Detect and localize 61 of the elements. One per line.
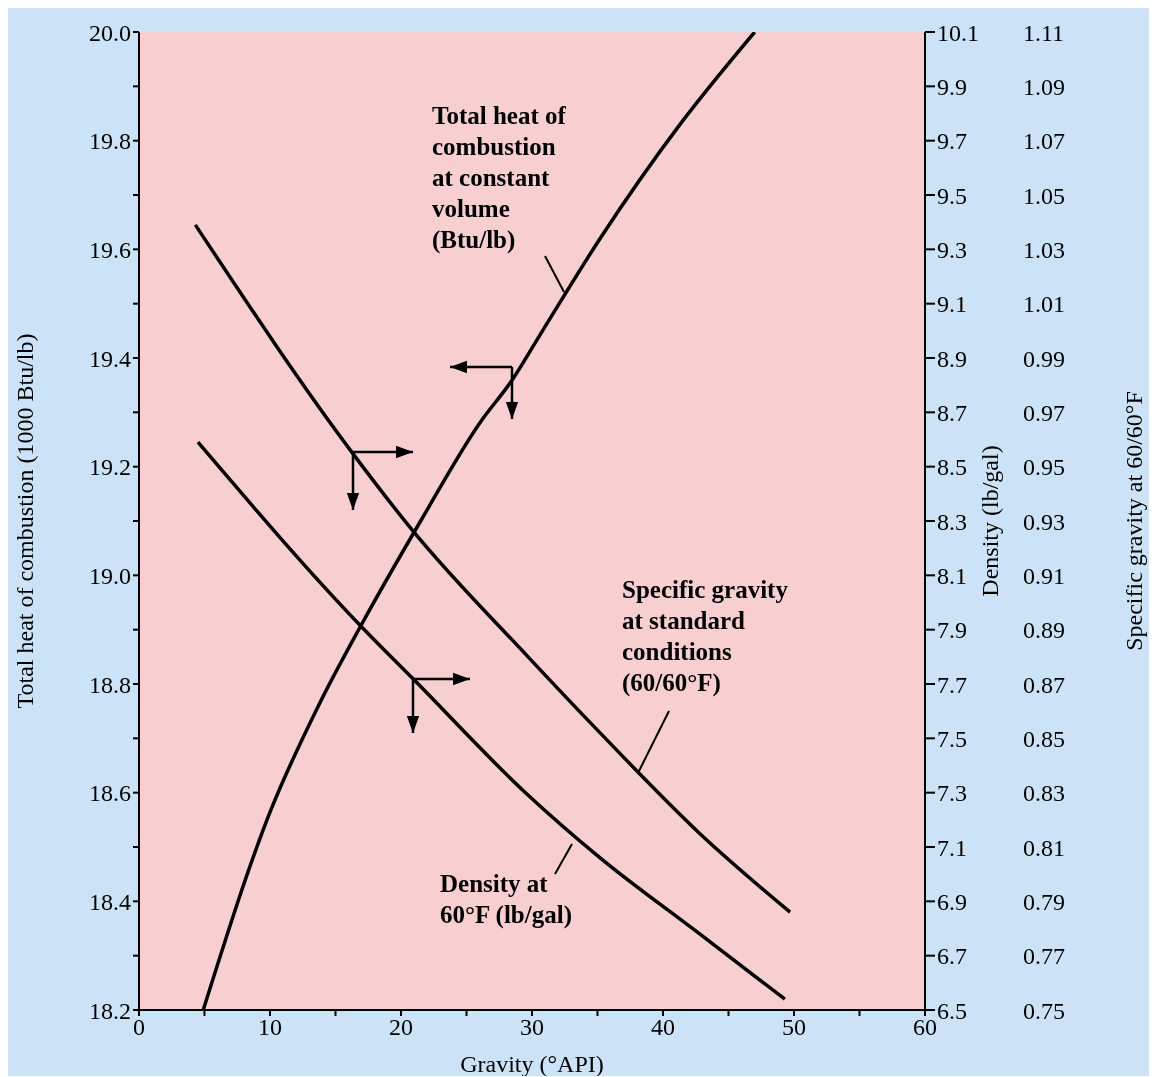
y2-tick-label: 6.7 bbox=[937, 943, 967, 970]
legend-label: Density at 60°F (lb/gal) bbox=[440, 870, 572, 929]
y2-tick-label: 7.7 bbox=[937, 671, 967, 698]
y2-tick-label: 10.1 bbox=[937, 19, 979, 46]
x-tick-label: 40 bbox=[651, 1014, 675, 1041]
y2-tick-label: 6.5 bbox=[937, 997, 967, 1024]
y3-tick-label: 0.87 bbox=[1023, 671, 1065, 698]
y-tick-label: 18.6 bbox=[89, 780, 131, 807]
y3-tick-label: 0.89 bbox=[1023, 617, 1065, 644]
x-tick-label: 30 bbox=[520, 1014, 544, 1041]
y3-tick-label: 0.79 bbox=[1023, 888, 1065, 915]
y3-tick-label: 0.91 bbox=[1023, 562, 1065, 589]
y3-tick-label: 1.07 bbox=[1023, 128, 1065, 155]
x-tick-label: 50 bbox=[782, 1014, 806, 1041]
y2-tick-label: 6.9 bbox=[937, 888, 967, 915]
y3-tick-label: 0.95 bbox=[1023, 454, 1065, 481]
y2-tick-label: 8.5 bbox=[937, 454, 967, 481]
y3-tick-label: 0.83 bbox=[1023, 780, 1065, 807]
y-tick-label: 19.6 bbox=[89, 236, 131, 263]
y-tick-label: 18.4 bbox=[89, 888, 131, 915]
y2-tick-label: 7.9 bbox=[937, 617, 967, 644]
y2-tick-label: 7.5 bbox=[937, 725, 967, 752]
y-tick-label: 19.2 bbox=[89, 454, 131, 481]
y2-axis-title: Density (lb/gal) bbox=[976, 445, 1003, 597]
y2-tick-label: 8.1 bbox=[937, 562, 967, 589]
y2-tick-label: 8.7 bbox=[937, 399, 967, 426]
y2-tick-label: 7.3 bbox=[937, 780, 967, 807]
y3-tick-label: 1.05 bbox=[1023, 182, 1065, 209]
y3-tick-label: 1.01 bbox=[1023, 291, 1065, 318]
y2-tick-label: 8.3 bbox=[937, 508, 967, 535]
y3-tick-label: 0.75 bbox=[1023, 997, 1065, 1024]
y-tick-label: 20.0 bbox=[89, 19, 131, 46]
y3-tick-label: 0.81 bbox=[1023, 834, 1065, 861]
y-tick-label: 19.0 bbox=[89, 562, 131, 589]
y2-tick-label: 9.5 bbox=[937, 182, 967, 209]
y3-tick-label: 1.11 bbox=[1023, 19, 1065, 46]
y2-tick-label: 9.3 bbox=[937, 236, 967, 263]
x-tick-label: 0 bbox=[133, 1014, 145, 1041]
y2-tick-label: 8.9 bbox=[937, 345, 967, 372]
x-tick-label: 20 bbox=[389, 1014, 413, 1041]
y-tick-label: 18.8 bbox=[89, 671, 131, 698]
y-axis-title: Total heat of combustion (1000 Btu/lb) bbox=[11, 333, 38, 709]
y3-tick-label: 0.99 bbox=[1023, 345, 1065, 372]
x-tick-label: 60 bbox=[913, 1014, 937, 1041]
y2-tick-label: 7.1 bbox=[937, 834, 967, 861]
y2-tick-label: 9.9 bbox=[937, 73, 967, 100]
y-tick-label: 18.2 bbox=[89, 997, 131, 1024]
y3-tick-label: 0.85 bbox=[1023, 725, 1065, 752]
x-tick-label: 10 bbox=[258, 1014, 282, 1041]
y3-tick-label: 1.03 bbox=[1023, 236, 1065, 263]
y2-tick-label: 9.1 bbox=[937, 291, 967, 318]
series-label: Specific gravity at standard conditions (60/60°F) bbox=[622, 576, 789, 697]
series-label: Total heat of combustion at constant volume (Btu/lb) bbox=[432, 102, 567, 254]
y3-tick-label: 1.09 bbox=[1023, 73, 1065, 100]
y2-tick-label: 9.7 bbox=[937, 128, 967, 155]
y3-axis-title: Specific gravity at 60/60°F bbox=[1120, 391, 1147, 651]
y-tick-label: 19.8 bbox=[89, 128, 131, 155]
y3-tick-label: 0.93 bbox=[1023, 508, 1065, 535]
y3-tick-label: 0.97 bbox=[1023, 399, 1065, 426]
y-tick-label: 19.4 bbox=[89, 345, 131, 372]
y3-tick-label: 0.77 bbox=[1023, 943, 1065, 970]
